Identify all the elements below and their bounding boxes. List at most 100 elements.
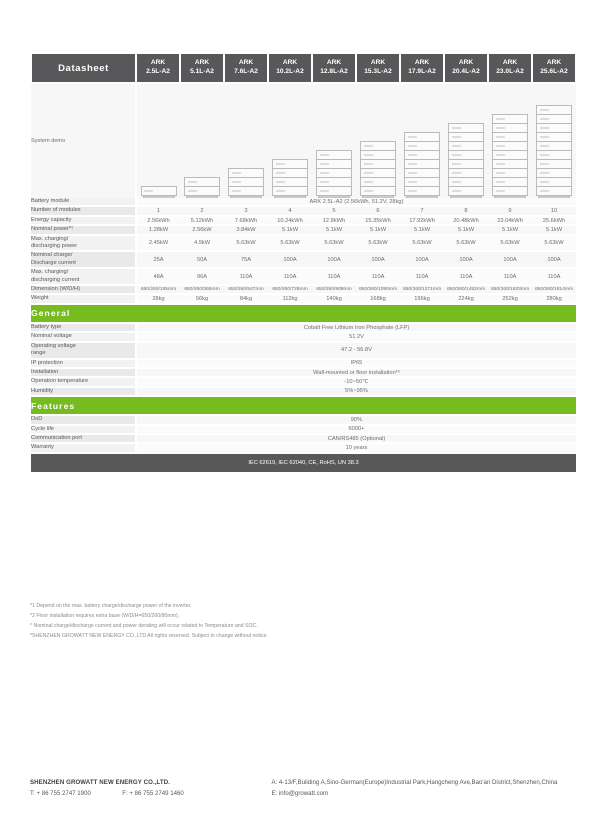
module-label-strip [275, 171, 285, 174]
spec-value-cell: 7 [400, 206, 444, 217]
spec-value-cell: 100A [488, 251, 532, 270]
footnote-line: *2 Floor installation requires extra bas… [30, 613, 180, 620]
spec-rows-body: Number of modules 1 2 3 4 5 6 7 8 9 10 Energy capac… [31, 206, 576, 305]
battery-stack-illustration [316, 150, 352, 198]
certification-text: IEC 62619, IEC 62040, CE, RoHS, UN 38.3 [31, 452, 576, 472]
module-label-strip [363, 171, 373, 174]
address-line: A: 4-13/F,Building A,Sino-German(Europe)… [271, 779, 557, 786]
tel-label: T: [30, 790, 35, 797]
spec-value-cell: 5.63kW [444, 234, 488, 253]
spec-value-cell: 1 [136, 206, 180, 217]
module-label-strip [539, 171, 549, 174]
table-row: Operation temperature -10~50℃ [31, 377, 576, 388]
module-label-strip [495, 135, 505, 138]
module-base [186, 195, 218, 198]
spec-value-cell: 2.56kWh [136, 215, 180, 227]
battery-module-value: ARK 2.5L-A2 (2.56kWh, 51.2V, 28kg) [136, 198, 576, 208]
spec-value-cell: 112kg [268, 294, 312, 305]
email-value[interactable]: info@growatt.com [278, 790, 329, 797]
footnotes: *1 Depend on the max. battery charge/dis… [30, 601, 570, 642]
module-label-strip [363, 144, 373, 147]
spec-value-cell: 50A [180, 251, 224, 270]
module-label-strip [319, 189, 329, 192]
row-label: Humidity [31, 386, 137, 398]
system-demo-cell-1 [136, 83, 180, 198]
spec-value-cell: 650/260/1814mm [532, 285, 576, 296]
spec-value-cell: 9 [488, 206, 532, 217]
module-label-strip [187, 180, 197, 183]
phone-line: T: + 86 755 2747 1900 F: + 86 755 2749 1… [30, 790, 267, 797]
module-label-strip [451, 126, 461, 129]
spec-value-cell: 5.63kW [488, 234, 532, 253]
table-row: Max. charging/discharging power 2.45kW 4.9… [31, 234, 576, 253]
model-code: 25.6L-A2 [540, 68, 568, 75]
model-header-3: ARK 7.6L-A2 [223, 52, 269, 84]
page-footer: SHENZHEN GROWATT NEW ENERGY CO.,LTD. T: … [30, 779, 575, 797]
spec-value-cell: 5.1kW [444, 225, 488, 236]
module-base [406, 195, 438, 198]
spec-value-cell: 100A [532, 251, 576, 270]
spec-value-cell: 23.04kWh [488, 215, 532, 227]
spec-value-cell: 25A [136, 251, 180, 270]
spec-value-cell: 110A [444, 268, 488, 287]
module-label-strip [144, 189, 153, 192]
spec-value-cell: 20.48kWh [444, 215, 488, 227]
battery-stack-illustration [360, 141, 396, 198]
spec-value-cell: 100A [400, 251, 444, 270]
module-label-strip [495, 171, 505, 174]
tel-value: + 86 755 2747 1900 [36, 790, 91, 797]
table-row: Humidity 5%~95% [31, 386, 576, 398]
module-label-strip [539, 144, 549, 147]
model-brand: ARK [546, 59, 562, 67]
spec-value-cell: -10~50℃ [136, 377, 576, 388]
model-brand: ARK [194, 59, 210, 67]
row-label: Number of modules [31, 206, 137, 217]
row-label: Operating voltage range [31, 341, 137, 360]
spec-value-cell: 100A [444, 251, 488, 270]
spec-value-cell: 10 [532, 206, 576, 217]
module-label-strip [495, 189, 505, 192]
spec-value-cell: Cobalt Free Lithium Iron Phosphate (LFP) [136, 322, 576, 334]
spec-value-cell: 5.1kW [488, 225, 532, 236]
module-label-strip [539, 126, 549, 129]
spec-value-cell: IP65 [136, 358, 576, 369]
battery-stack-illustration [404, 132, 440, 198]
module-label-strip [407, 144, 417, 147]
row-label: Max. charging/discharging current [31, 268, 137, 287]
spec-value-cell: 48A [136, 268, 180, 287]
fax-label: F: [122, 790, 128, 797]
spec-value-cell: 17.92kWh [400, 215, 444, 227]
table-row: Cycle life 6000+ [31, 424, 576, 435]
battery-module-block [360, 186, 396, 196]
module-label-strip [363, 180, 373, 183]
email-line: E: info@growatt.com [271, 790, 557, 797]
datasheet-title: Datasheet [30, 52, 137, 84]
row-label: Warranty [31, 443, 137, 454]
spec-value-cell: 100A [356, 251, 400, 270]
module-label-strip [539, 117, 549, 120]
footer-address-block: A: 4-13/F,Building A,Sino-German(Europe)… [271, 779, 557, 797]
battery-stack-illustration [448, 123, 484, 198]
certification-row: IEC 62619, IEC 62040, CE, RoHS, UN 38.3 [31, 452, 576, 472]
model-header-10: ARK 25.6L-A2 [531, 52, 577, 84]
battery-module-block [228, 186, 264, 196]
spec-value-cell: 6000+ [136, 424, 576, 435]
module-label-strip [319, 153, 329, 156]
module-label-strip [539, 108, 549, 111]
model-code: 20.4L-A2 [452, 68, 480, 75]
spec-value-cell: 96A [180, 268, 224, 287]
model-brand: ARK [414, 59, 430, 67]
model-header-6: ARK 15.3L-A2 [355, 52, 401, 84]
module-label-strip [363, 189, 373, 192]
system-demo-cell-8 [444, 83, 488, 198]
spec-value-cell: 25.6kWh [532, 215, 576, 227]
spec-value-cell: 110A [268, 268, 312, 287]
model-brand: ARK [150, 59, 166, 67]
spec-table: Datasheet ARK 2.5L-A2 ARK 5.1L-A2 ARK 7.… [30, 52, 577, 472]
spec-value-cell: 5.12kWh [180, 215, 224, 227]
module-label-strip [451, 135, 461, 138]
table-row: Communication port CAN/RS485 (Optional) [31, 433, 576, 445]
module-label-strip [451, 171, 461, 174]
module-label-strip [363, 162, 373, 165]
address-value: 4-13/F,Building A,Sino-German(Europe)Ind… [278, 779, 558, 786]
